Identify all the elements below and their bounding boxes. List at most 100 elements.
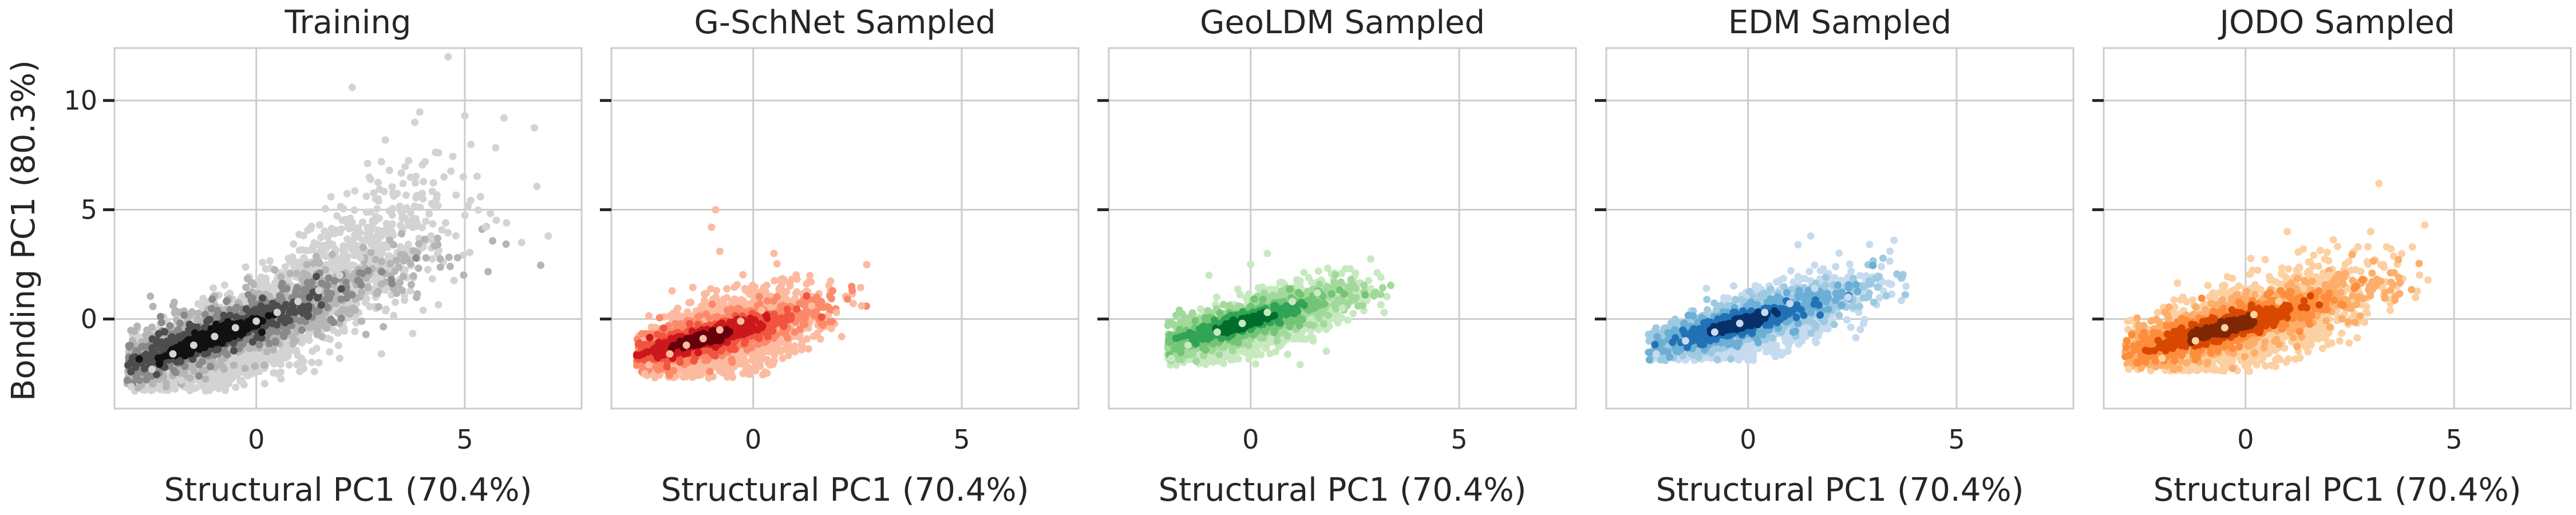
data-point [422,217,430,225]
data-point [293,270,301,278]
data-point [264,312,272,320]
data-point [388,276,396,284]
data-point [321,205,329,213]
data-point [473,172,481,180]
data-point [452,191,460,199]
data-point [199,294,207,302]
data-point [317,301,325,309]
data-point [739,271,747,279]
data-point [307,323,314,331]
data-point [335,271,343,279]
data-point [440,173,448,181]
data-point [221,386,229,394]
data-point [193,332,202,340]
data-point [252,317,260,325]
data-point [157,319,165,326]
data-point [270,346,278,354]
data-point [341,260,349,267]
data-point [502,240,510,248]
data-point [285,361,293,369]
data-point [412,215,420,223]
data-point [466,248,474,256]
data-point [434,149,442,157]
y-tick-label: 0 [81,303,97,334]
data-point [459,173,467,181]
data-point [241,365,249,373]
data-point [301,334,309,342]
data-point [397,221,405,229]
data-point [248,355,256,363]
data-point [382,305,390,313]
data-point [430,242,438,250]
data-point [266,257,274,265]
data-point [373,205,381,213]
data-point [434,201,442,209]
data-point [425,210,433,218]
data-point [419,306,427,314]
data-point [194,300,202,308]
data-point [270,360,278,368]
x-axis-label: Structural PC1 (70.4%) [164,472,532,509]
data-point [170,337,178,345]
data-point [259,294,266,302]
data-point [240,381,248,389]
data-point [127,342,135,350]
data-point [310,239,318,247]
data-point [327,315,335,323]
data-point [412,254,420,262]
data-point [409,330,417,338]
data-point [147,292,155,300]
data-point [214,385,222,393]
data-point [299,358,307,366]
data-point [421,235,429,243]
data-point [328,251,336,259]
data-point [127,383,135,391]
data-point [286,270,294,278]
data-point [262,274,270,282]
data-point [364,160,372,168]
data-point [367,238,375,246]
data-point [420,177,428,185]
data-point [364,225,372,232]
data-point [467,196,475,204]
data-point [149,303,157,310]
data-point [531,124,539,132]
data-point [337,314,345,322]
data-point [323,233,331,241]
data-point [409,247,417,255]
data-point [362,295,370,303]
data-point [397,230,405,238]
data-point [367,248,375,256]
data-point [537,262,544,269]
data-point [345,224,352,232]
y-tick-label: 10 [64,85,97,116]
data-point [335,354,343,362]
data-point [416,108,424,116]
data-point [251,362,259,370]
data-point [313,331,321,339]
scatter-points [123,53,552,395]
data-point [250,280,258,288]
data-point [294,298,302,306]
data-point [221,281,228,289]
data-point [348,291,356,299]
data-point [177,376,185,384]
data-point [414,264,422,272]
data-point [487,209,495,217]
data-point [160,328,168,336]
data-point [267,284,275,292]
data-point [517,239,526,247]
data-point [315,221,323,229]
data-point [166,322,174,330]
data-point [354,224,362,232]
data-point [223,297,231,305]
data-point [389,205,397,212]
data-point [242,283,250,291]
data-point [303,261,311,269]
data-point [242,263,250,271]
data-point [305,311,313,319]
data-point [317,233,325,241]
data-point [259,259,266,267]
data-point [434,301,442,309]
